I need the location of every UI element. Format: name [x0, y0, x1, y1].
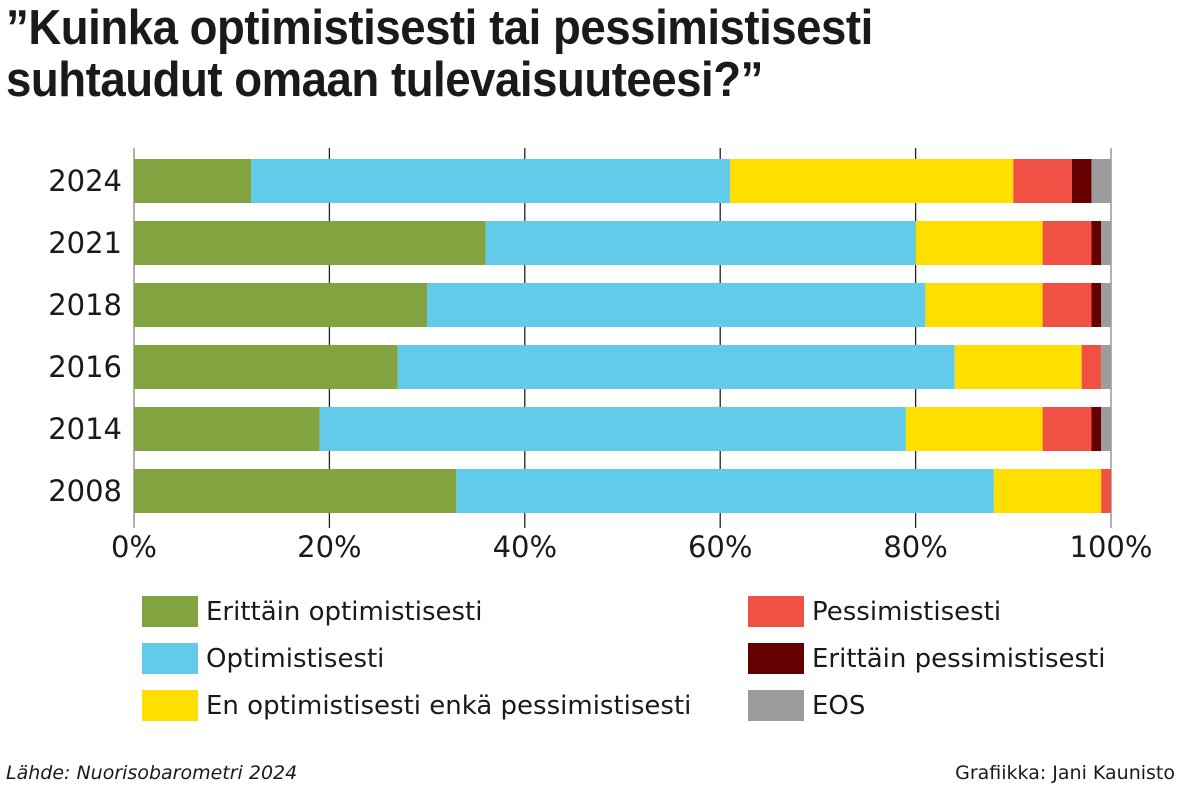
- bar-segment: [1042, 221, 1092, 265]
- bar-segment: [1101, 283, 1111, 327]
- legend-swatch: [748, 690, 804, 721]
- bar-segment: [954, 345, 1082, 389]
- bar-segment: [993, 469, 1102, 513]
- bar-segment: [134, 345, 398, 389]
- title-line-1: ”Kuinka optimistisesti tai pessimistises…: [6, 1, 873, 55]
- bar-segment: [1091, 407, 1102, 451]
- bar-segment: [1101, 407, 1111, 451]
- legend-swatch: [748, 643, 804, 674]
- legend-swatch: [142, 596, 198, 627]
- x-tick-label: 40%: [493, 530, 557, 564]
- legend-swatch: [748, 596, 804, 627]
- y-tick-label: 2018: [48, 288, 122, 322]
- x-tick-label: 80%: [883, 530, 947, 564]
- bar-segment: [1101, 221, 1111, 265]
- legend-label: Erittäin pessimistisesti: [812, 643, 1106, 674]
- y-tick-label: 2024: [48, 164, 122, 198]
- legend-swatch: [142, 690, 198, 721]
- x-tick-label: 0%: [111, 530, 157, 564]
- legend-label: Pessimistisesti: [812, 596, 1002, 627]
- legend-item: Optimistisesti: [142, 643, 384, 674]
- bar-segment: [1091, 221, 1102, 265]
- bar-segment: [319, 407, 906, 451]
- y-tick-label: 2014: [48, 412, 122, 446]
- title-line-2: suhtaudut omaan tulevaisuuteesi?”: [6, 53, 763, 107]
- bar-segment: [134, 407, 320, 451]
- bar-segment: [1071, 159, 1092, 203]
- legend-swatch: [142, 643, 198, 674]
- bar-segment: [397, 345, 955, 389]
- y-tick-label: 2008: [48, 474, 122, 508]
- legend-item: En optimistisesti enkä pessimistisesti: [142, 690, 691, 721]
- bar-segment: [1091, 159, 1111, 203]
- legend-item: Erittäin optimistisesti: [142, 596, 482, 627]
- bar-segment: [1091, 283, 1102, 327]
- chart-title: ”Kuinka optimistisesti tai pessimistises…: [6, 2, 873, 106]
- legend-item: Pessimistisesti: [748, 596, 1001, 627]
- x-tick-label: 100%: [1070, 530, 1153, 564]
- bar-segment: [1013, 159, 1072, 203]
- bar-segment: [905, 407, 1043, 451]
- legend-item: Erittäin pessimistisesti: [748, 643, 1105, 674]
- bar-segment: [1042, 407, 1092, 451]
- bar-segment: [134, 283, 428, 327]
- bar-segment: [134, 469, 457, 513]
- stacked-bar-chart: 0% 20% 40% 60% 80% 100% 2024 2021 2018 2016 2014 20…: [48, 148, 1153, 564]
- source-note: Lähde: Nuorisobarometri 2024: [6, 762, 298, 784]
- bar-segment: [134, 159, 252, 203]
- bar-segment: [925, 283, 1043, 327]
- legend-label: Erittäin optimistisesti: [206, 596, 483, 627]
- bar-segment: [1042, 283, 1092, 327]
- bar-segment: [915, 221, 1043, 265]
- bar-segment: [134, 221, 486, 265]
- legend-label: EOS: [812, 690, 866, 721]
- bar-segment: [427, 283, 926, 327]
- graphics-credit: Grafiikka: Jani Kaunisto: [955, 762, 1175, 784]
- legend-item: EOS: [748, 690, 865, 721]
- bar-segment: [1101, 469, 1111, 513]
- bar-segment: [251, 159, 730, 203]
- bar-segment: [729, 159, 1014, 203]
- legend-label: Optimistisesti: [206, 643, 385, 674]
- legend-label: En optimistisesti enkä pessimistisesti: [206, 690, 692, 721]
- x-tick-label: 60%: [688, 530, 752, 564]
- bar-segment: [1101, 345, 1111, 389]
- y-tick-label: 2016: [48, 350, 122, 384]
- y-tick-label: 2021: [48, 226, 122, 260]
- x-tick-label: 20%: [297, 530, 361, 564]
- bar-segment: [456, 469, 994, 513]
- bar-segment: [485, 221, 916, 265]
- bar-segment: [1081, 345, 1102, 389]
